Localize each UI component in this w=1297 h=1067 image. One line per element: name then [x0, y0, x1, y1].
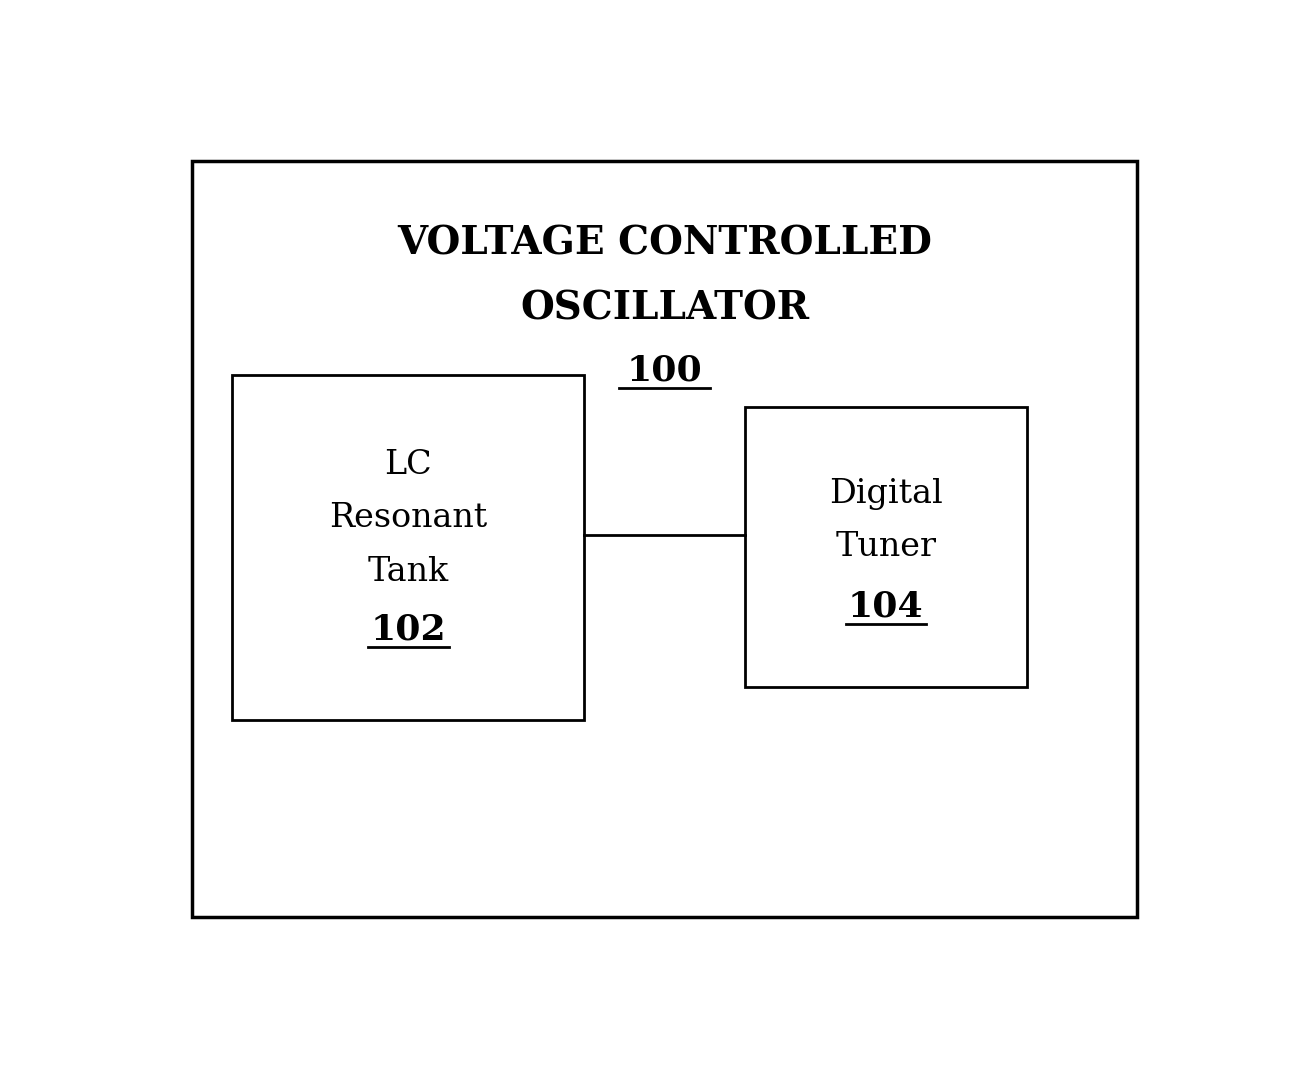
- FancyBboxPatch shape: [192, 161, 1137, 917]
- Text: Tuner: Tuner: [835, 531, 936, 563]
- Text: 102: 102: [371, 612, 446, 647]
- Text: Tank: Tank: [368, 556, 449, 588]
- Text: 100: 100: [626, 353, 703, 387]
- Text: LC: LC: [385, 449, 432, 481]
- Text: OSCILLATOR: OSCILLATOR: [520, 290, 809, 328]
- Text: VOLTAGE CONTROLLED: VOLTAGE CONTROLLED: [397, 224, 933, 262]
- FancyBboxPatch shape: [232, 375, 584, 719]
- Text: 104: 104: [848, 589, 923, 623]
- FancyBboxPatch shape: [744, 408, 1026, 687]
- Text: Digital: Digital: [829, 478, 943, 510]
- Text: Resonant: Resonant: [329, 503, 488, 535]
